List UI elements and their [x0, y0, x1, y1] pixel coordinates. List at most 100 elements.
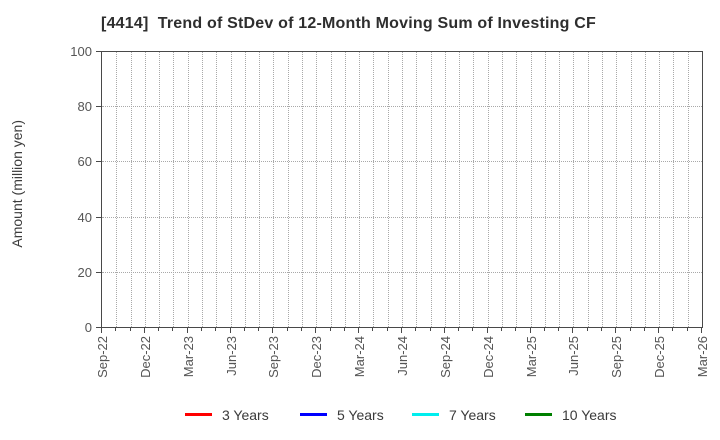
- legend-line-swatch: [412, 413, 439, 416]
- x-tick-mark: [401, 328, 402, 333]
- vertical-gridline: [173, 52, 175, 327]
- y-tick-label: 20: [77, 264, 92, 280]
- legend-series-label: 10 Years: [562, 407, 617, 423]
- legend-line-swatch: [185, 413, 212, 416]
- x-tick-label: Sep-24: [437, 336, 453, 378]
- x-tick-mark: [443, 328, 445, 333]
- x-tick-mark: [158, 328, 160, 331]
- vertical-gridline: [116, 52, 118, 327]
- x-tick-mark: [658, 328, 660, 333]
- x-tick-mark: [501, 328, 502, 331]
- x-tick-label: Dec-24: [480, 336, 496, 378]
- vertical-gridline: [587, 52, 589, 327]
- vertical-gridline: [659, 52, 661, 327]
- vertical-gridline: [387, 52, 389, 327]
- y-tick-mark: [96, 271, 101, 273]
- vertical-gridline: [373, 52, 375, 327]
- y-tick-label: 40: [77, 209, 92, 225]
- x-tick-label: Dec-22: [137, 336, 153, 378]
- vertical-gridline: [573, 52, 575, 327]
- vertical-gridline: [144, 52, 146, 327]
- x-tick-label: Jun-25: [566, 336, 582, 376]
- y-tick-mark: [96, 161, 101, 163]
- vertical-gridline: [559, 52, 561, 327]
- x-tick-mark: [615, 328, 617, 333]
- x-tick-label: Dec-23: [309, 336, 325, 378]
- x-tick-mark: [629, 328, 631, 331]
- x-tick-mark: [458, 328, 460, 331]
- x-tick-mark: [315, 328, 317, 333]
- vertical-gridline: [273, 52, 275, 327]
- vertical-gridline: [359, 52, 361, 327]
- x-tick-mark: [586, 328, 588, 331]
- x-tick-label: Mar-26: [695, 336, 710, 378]
- x-tick-mark: [372, 328, 374, 331]
- vertical-gridline: [216, 52, 218, 327]
- x-tick-mark: [472, 328, 474, 331]
- vertical-gridline: [330, 52, 332, 327]
- x-tick-mark: [529, 328, 531, 333]
- vertical-gridline: [302, 52, 303, 327]
- chart-title: [4414] Trend of StDev of 12-Month Moving…: [101, 15, 596, 32]
- vertical-gridline: [287, 52, 289, 327]
- y-tick-mark: [96, 327, 101, 328]
- x-tick-mark: [601, 328, 602, 331]
- x-tick-mark: [386, 328, 388, 331]
- x-tick-label: Sep-22: [95, 336, 110, 378]
- x-tick-mark: [215, 328, 217, 331]
- x-tick-mark: [301, 328, 302, 331]
- x-tick-mark: [429, 328, 431, 331]
- x-tick-mark: [286, 328, 288, 331]
- x-tick-mark: [272, 328, 274, 333]
- vertical-gridline: [502, 52, 503, 327]
- y-tick-label: 0: [84, 320, 92, 335]
- x-tick-mark: [672, 328, 674, 331]
- x-tick-mark: [329, 328, 331, 331]
- x-tick-label: Sep-23: [266, 336, 282, 378]
- vertical-gridline: [344, 52, 346, 327]
- x-tick-mark: [558, 328, 560, 331]
- vertical-gridline: [602, 52, 603, 327]
- x-tick-label: Mar-25: [523, 336, 539, 378]
- y-tick-mark: [96, 216, 101, 218]
- legend-series-label: 7 Years: [449, 407, 496, 423]
- x-tick-mark: [415, 328, 417, 331]
- vertical-gridline: [644, 52, 646, 327]
- x-tick-mark: [686, 328, 688, 331]
- vertical-gridline: [487, 52, 489, 327]
- x-tick-mark: [358, 328, 360, 333]
- x-tick-mark: [143, 328, 145, 333]
- vertical-gridline: [244, 52, 246, 327]
- x-tick-mark: [343, 328, 345, 331]
- x-tick-label: Jun-23: [223, 336, 239, 376]
- y-tick-label: 100: [70, 44, 92, 59]
- vertical-gridline: [416, 52, 418, 327]
- vertical-gridline: [430, 52, 432, 327]
- x-tick-mark: [486, 328, 488, 333]
- legend-line-swatch: [525, 413, 552, 416]
- vertical-gridline: [202, 52, 203, 327]
- vertical-gridline: [159, 52, 161, 327]
- x-tick-label: Mar-23: [180, 336, 196, 378]
- x-tick-mark: [101, 328, 102, 333]
- x-tick-mark: [258, 328, 260, 331]
- vertical-gridline: [459, 52, 461, 327]
- x-tick-mark: [229, 328, 231, 333]
- x-tick-mark: [129, 328, 131, 331]
- x-tick-mark: [572, 328, 574, 333]
- y-tick-mark: [96, 51, 101, 52]
- x-tick-mark: [515, 328, 517, 331]
- vertical-gridline: [402, 52, 403, 327]
- x-tick-mark: [172, 328, 174, 331]
- vertical-gridline: [616, 52, 618, 327]
- vertical-gridline: [473, 52, 475, 327]
- vertical-gridline: [516, 52, 518, 327]
- legend-series-label: 3 Years: [222, 407, 269, 423]
- vertical-gridline: [316, 52, 318, 327]
- x-tick-label: Dec-25: [652, 336, 668, 378]
- y-tick-label: 80: [77, 99, 92, 115]
- x-tick-label: Jun-24: [395, 336, 410, 376]
- x-tick-label: Sep-25: [609, 336, 625, 378]
- vertical-gridline: [187, 52, 189, 327]
